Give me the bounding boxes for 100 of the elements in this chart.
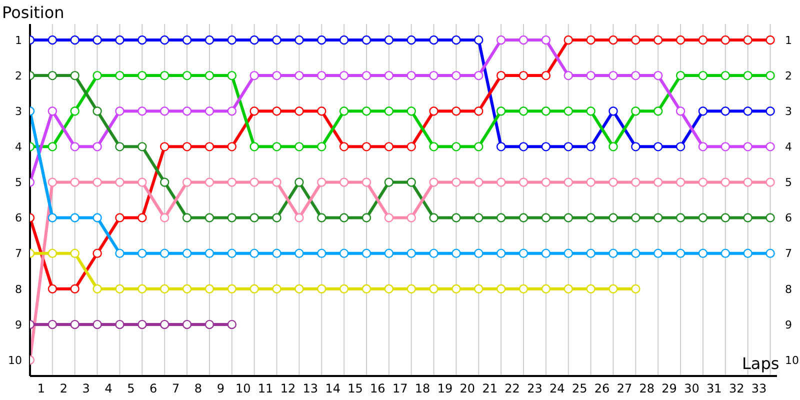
y2-tick-label: 8 xyxy=(785,282,792,296)
point xyxy=(250,142,259,152)
point xyxy=(362,35,372,45)
y-tick-label: 1 xyxy=(15,34,22,47)
point xyxy=(654,35,663,45)
point xyxy=(541,213,551,222)
point xyxy=(429,248,438,258)
point xyxy=(227,106,236,116)
point xyxy=(182,178,192,187)
point xyxy=(496,248,506,258)
point xyxy=(541,70,551,80)
point xyxy=(92,178,102,187)
x-tick-label: 15 xyxy=(348,382,363,396)
point xyxy=(586,248,596,258)
x-tick-label: 19 xyxy=(437,382,453,396)
point xyxy=(138,284,147,294)
point xyxy=(586,284,596,294)
point xyxy=(160,284,170,294)
point xyxy=(272,70,282,80)
point xyxy=(676,213,686,222)
point xyxy=(698,213,708,222)
point xyxy=(138,248,147,258)
point xyxy=(564,248,573,258)
point xyxy=(384,178,394,187)
point xyxy=(406,213,416,222)
point xyxy=(429,35,438,45)
x-tick-label: 26 xyxy=(594,382,610,396)
x-tick-label: 9 xyxy=(216,382,224,396)
y2-tick-label: 9 xyxy=(785,318,792,332)
point xyxy=(317,106,326,116)
point xyxy=(70,35,80,45)
point xyxy=(586,35,596,45)
point xyxy=(48,320,58,330)
x-tick-label: 14 xyxy=(325,382,340,396)
point xyxy=(362,284,372,294)
point xyxy=(70,70,80,80)
point xyxy=(294,142,304,152)
point xyxy=(766,178,775,187)
point xyxy=(250,178,259,187)
point xyxy=(406,142,416,152)
x-tick-label: 21 xyxy=(482,382,498,396)
point xyxy=(92,142,102,152)
point xyxy=(227,284,236,294)
point xyxy=(227,178,236,187)
point xyxy=(138,142,147,152)
point xyxy=(204,178,214,187)
point xyxy=(452,35,461,45)
point xyxy=(115,70,124,80)
point xyxy=(227,142,236,152)
point xyxy=(48,70,58,80)
point xyxy=(182,213,192,222)
point xyxy=(294,70,304,80)
point xyxy=(160,248,170,258)
point xyxy=(250,248,259,258)
point xyxy=(70,248,80,258)
point xyxy=(676,106,686,116)
point xyxy=(182,320,192,330)
point xyxy=(115,213,124,222)
x-tick-label: 27 xyxy=(616,382,632,396)
point xyxy=(654,248,663,258)
point xyxy=(698,35,708,45)
point xyxy=(384,142,394,152)
point xyxy=(743,70,752,80)
point xyxy=(339,106,349,116)
x-tick-label: 1 xyxy=(37,382,46,396)
point xyxy=(182,70,192,80)
y-tick-label: 4 xyxy=(15,140,22,154)
point xyxy=(452,284,461,294)
x-tick-label: 8 xyxy=(194,382,202,396)
point xyxy=(429,213,438,222)
point xyxy=(608,142,618,152)
x-tick-label: 32 xyxy=(728,382,744,396)
x-axis-title: Laps xyxy=(742,354,780,373)
point xyxy=(182,248,192,258)
point xyxy=(720,178,730,187)
x-tick-label: 20 xyxy=(460,382,476,396)
point xyxy=(608,106,618,116)
point xyxy=(227,320,236,330)
point xyxy=(362,213,372,222)
point xyxy=(429,284,438,294)
point xyxy=(317,248,326,258)
x-tick-label: 30 xyxy=(684,382,700,396)
point xyxy=(518,106,528,116)
point xyxy=(406,35,416,45)
point xyxy=(406,248,416,258)
y-tick-label: 10 xyxy=(8,354,22,367)
point xyxy=(564,178,573,187)
x-tick-label: 11 xyxy=(258,382,274,396)
point xyxy=(362,106,372,116)
point xyxy=(496,142,506,152)
point xyxy=(564,142,573,152)
point xyxy=(92,213,102,222)
point xyxy=(406,178,416,187)
point xyxy=(362,70,372,80)
point xyxy=(48,142,58,152)
point xyxy=(272,284,282,294)
point xyxy=(70,142,80,152)
point xyxy=(294,248,304,258)
point xyxy=(138,178,147,187)
point xyxy=(339,70,349,80)
